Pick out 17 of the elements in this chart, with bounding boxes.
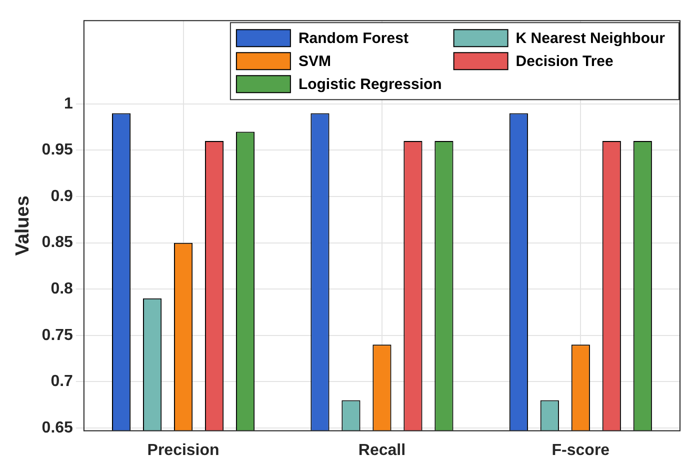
legend-label: K Nearest Neighbour xyxy=(516,30,666,48)
legend-label: SVM xyxy=(298,53,331,70)
x-tick-label: F-score xyxy=(552,442,610,459)
y-tick-label: 0.65 xyxy=(42,419,74,436)
y-tick-label: 0.8 xyxy=(50,280,74,298)
legend-label: Decision Tree xyxy=(516,53,614,70)
legend-label: Random Forest xyxy=(298,30,408,48)
y-tick-label: 0.75 xyxy=(42,326,74,344)
y-tick-label: 0.7 xyxy=(50,373,74,390)
y-tick-label: 0.95 xyxy=(42,142,74,159)
legend-label: Logistic Regression xyxy=(298,76,442,94)
y-axis-title: Values xyxy=(12,196,34,256)
y-tick-label: 1 xyxy=(64,95,74,112)
y-tick-label: 0.9 xyxy=(50,188,74,205)
x-tick-label: Recall xyxy=(358,442,406,459)
x-tick-label: Precision xyxy=(147,442,220,459)
y-tick-label: 0.85 xyxy=(42,234,74,252)
